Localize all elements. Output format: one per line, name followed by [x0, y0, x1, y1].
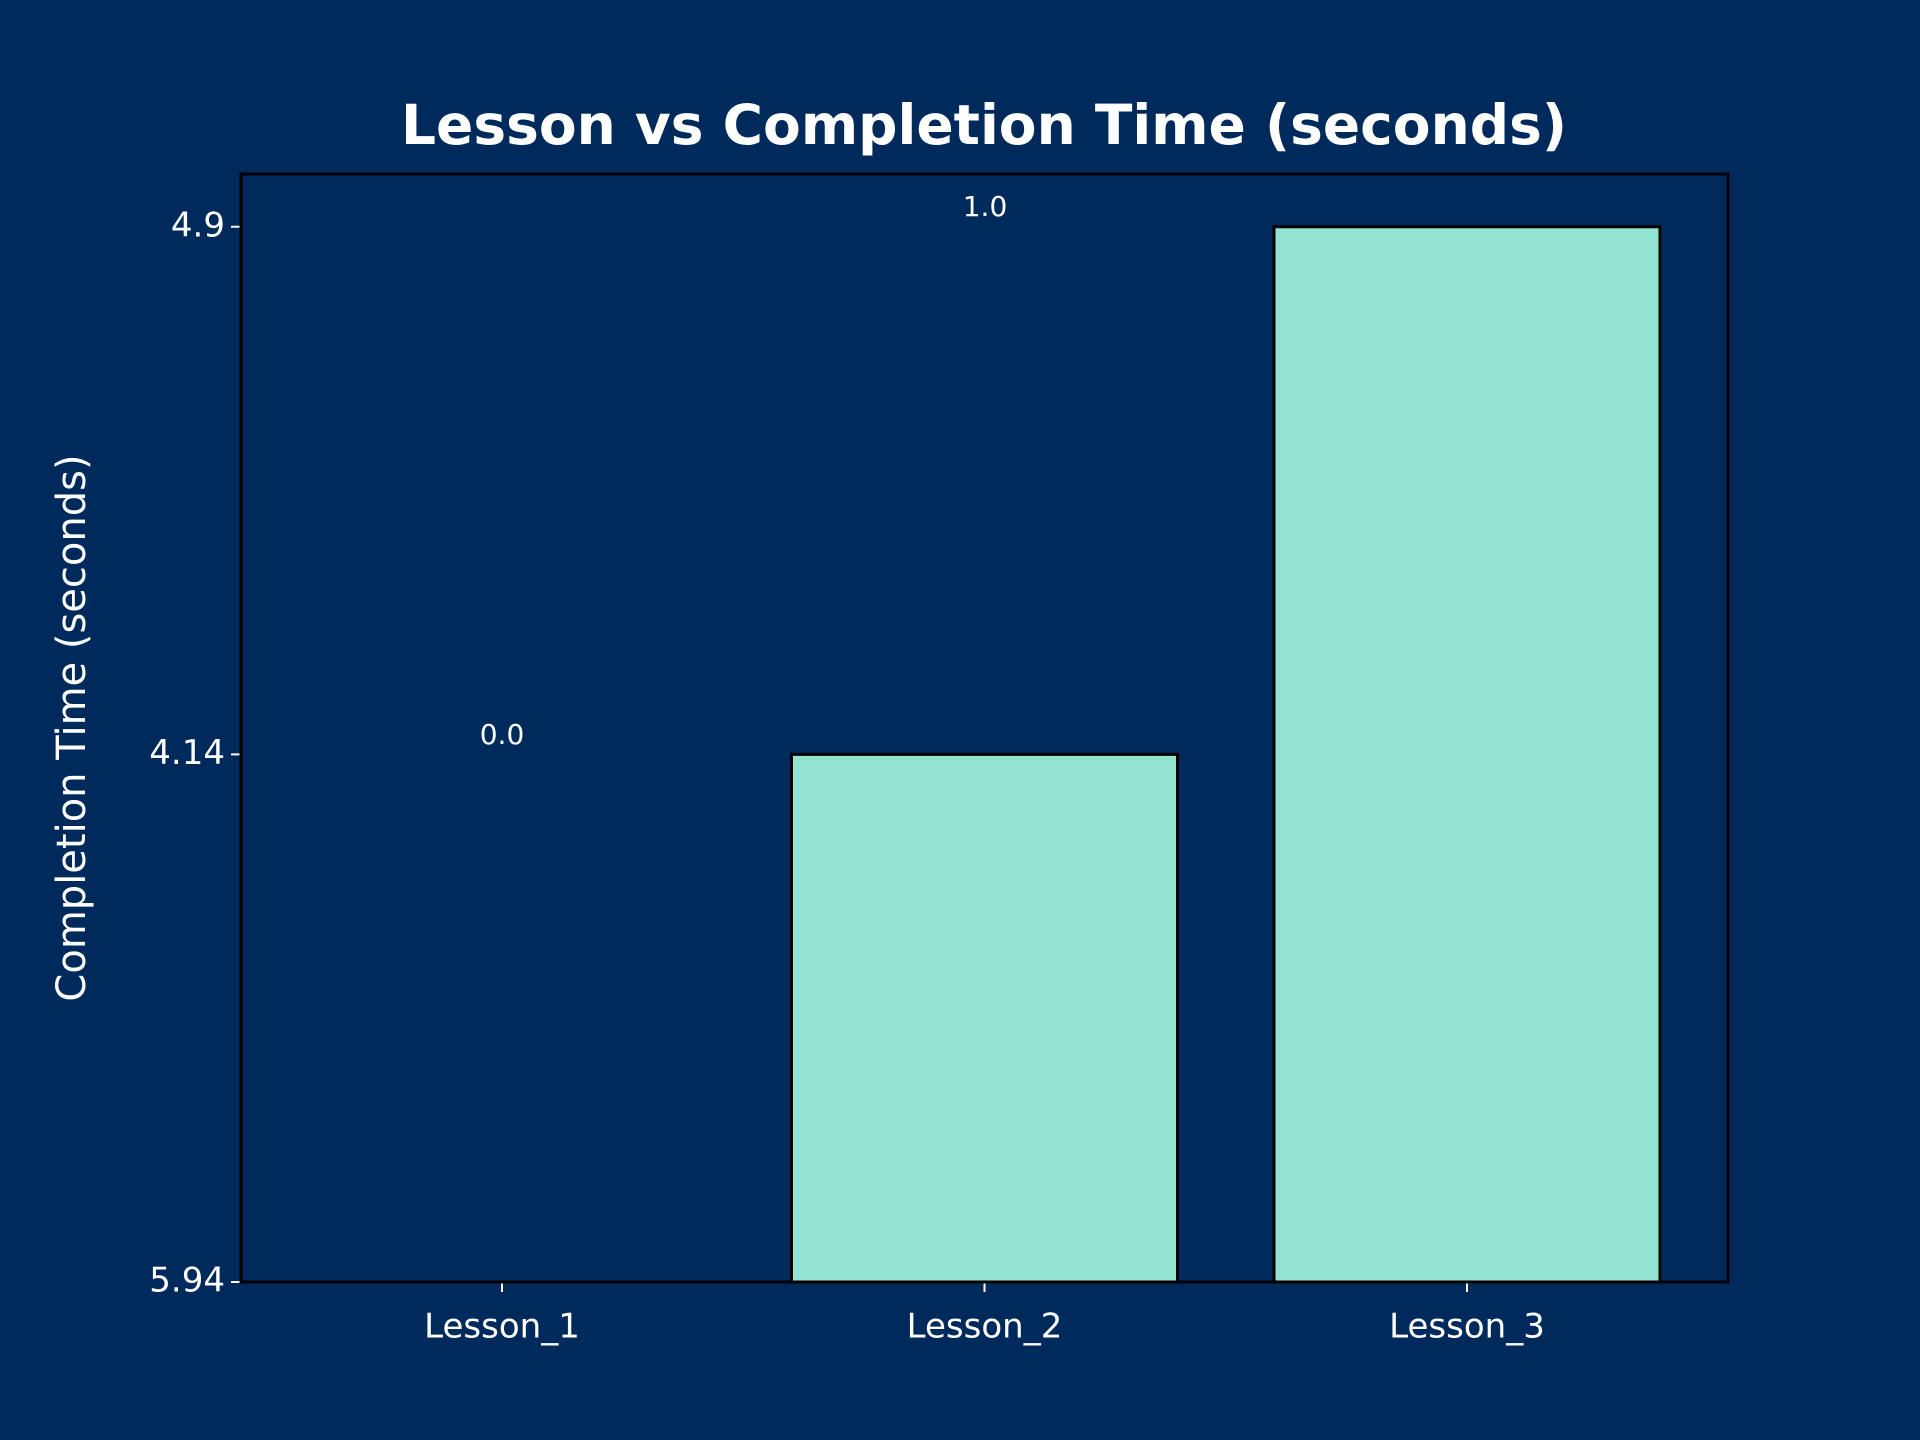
x-tick-label: Lesson_3 — [1389, 1307, 1545, 1347]
y-tick-label: 4.14 — [149, 733, 225, 773]
annotation: 0.0 — [480, 718, 525, 751]
plot-frame — [239, 172, 1730, 1284]
chart-title: Lesson vs Completion Time (seconds) — [401, 93, 1567, 157]
y-tick-label: 4.9 — [171, 205, 225, 245]
y-tick-label: 5.94 — [149, 1261, 225, 1301]
y-axis-label: Completion Time (seconds) — [49, 454, 95, 1001]
bar — [790, 752, 1179, 1284]
bar — [1272, 225, 1662, 1284]
annotation: 1.0 — [963, 190, 1008, 223]
x-tick-label: Lesson_2 — [907, 1307, 1063, 1347]
x-tick-label: Lesson_1 — [424, 1307, 580, 1347]
